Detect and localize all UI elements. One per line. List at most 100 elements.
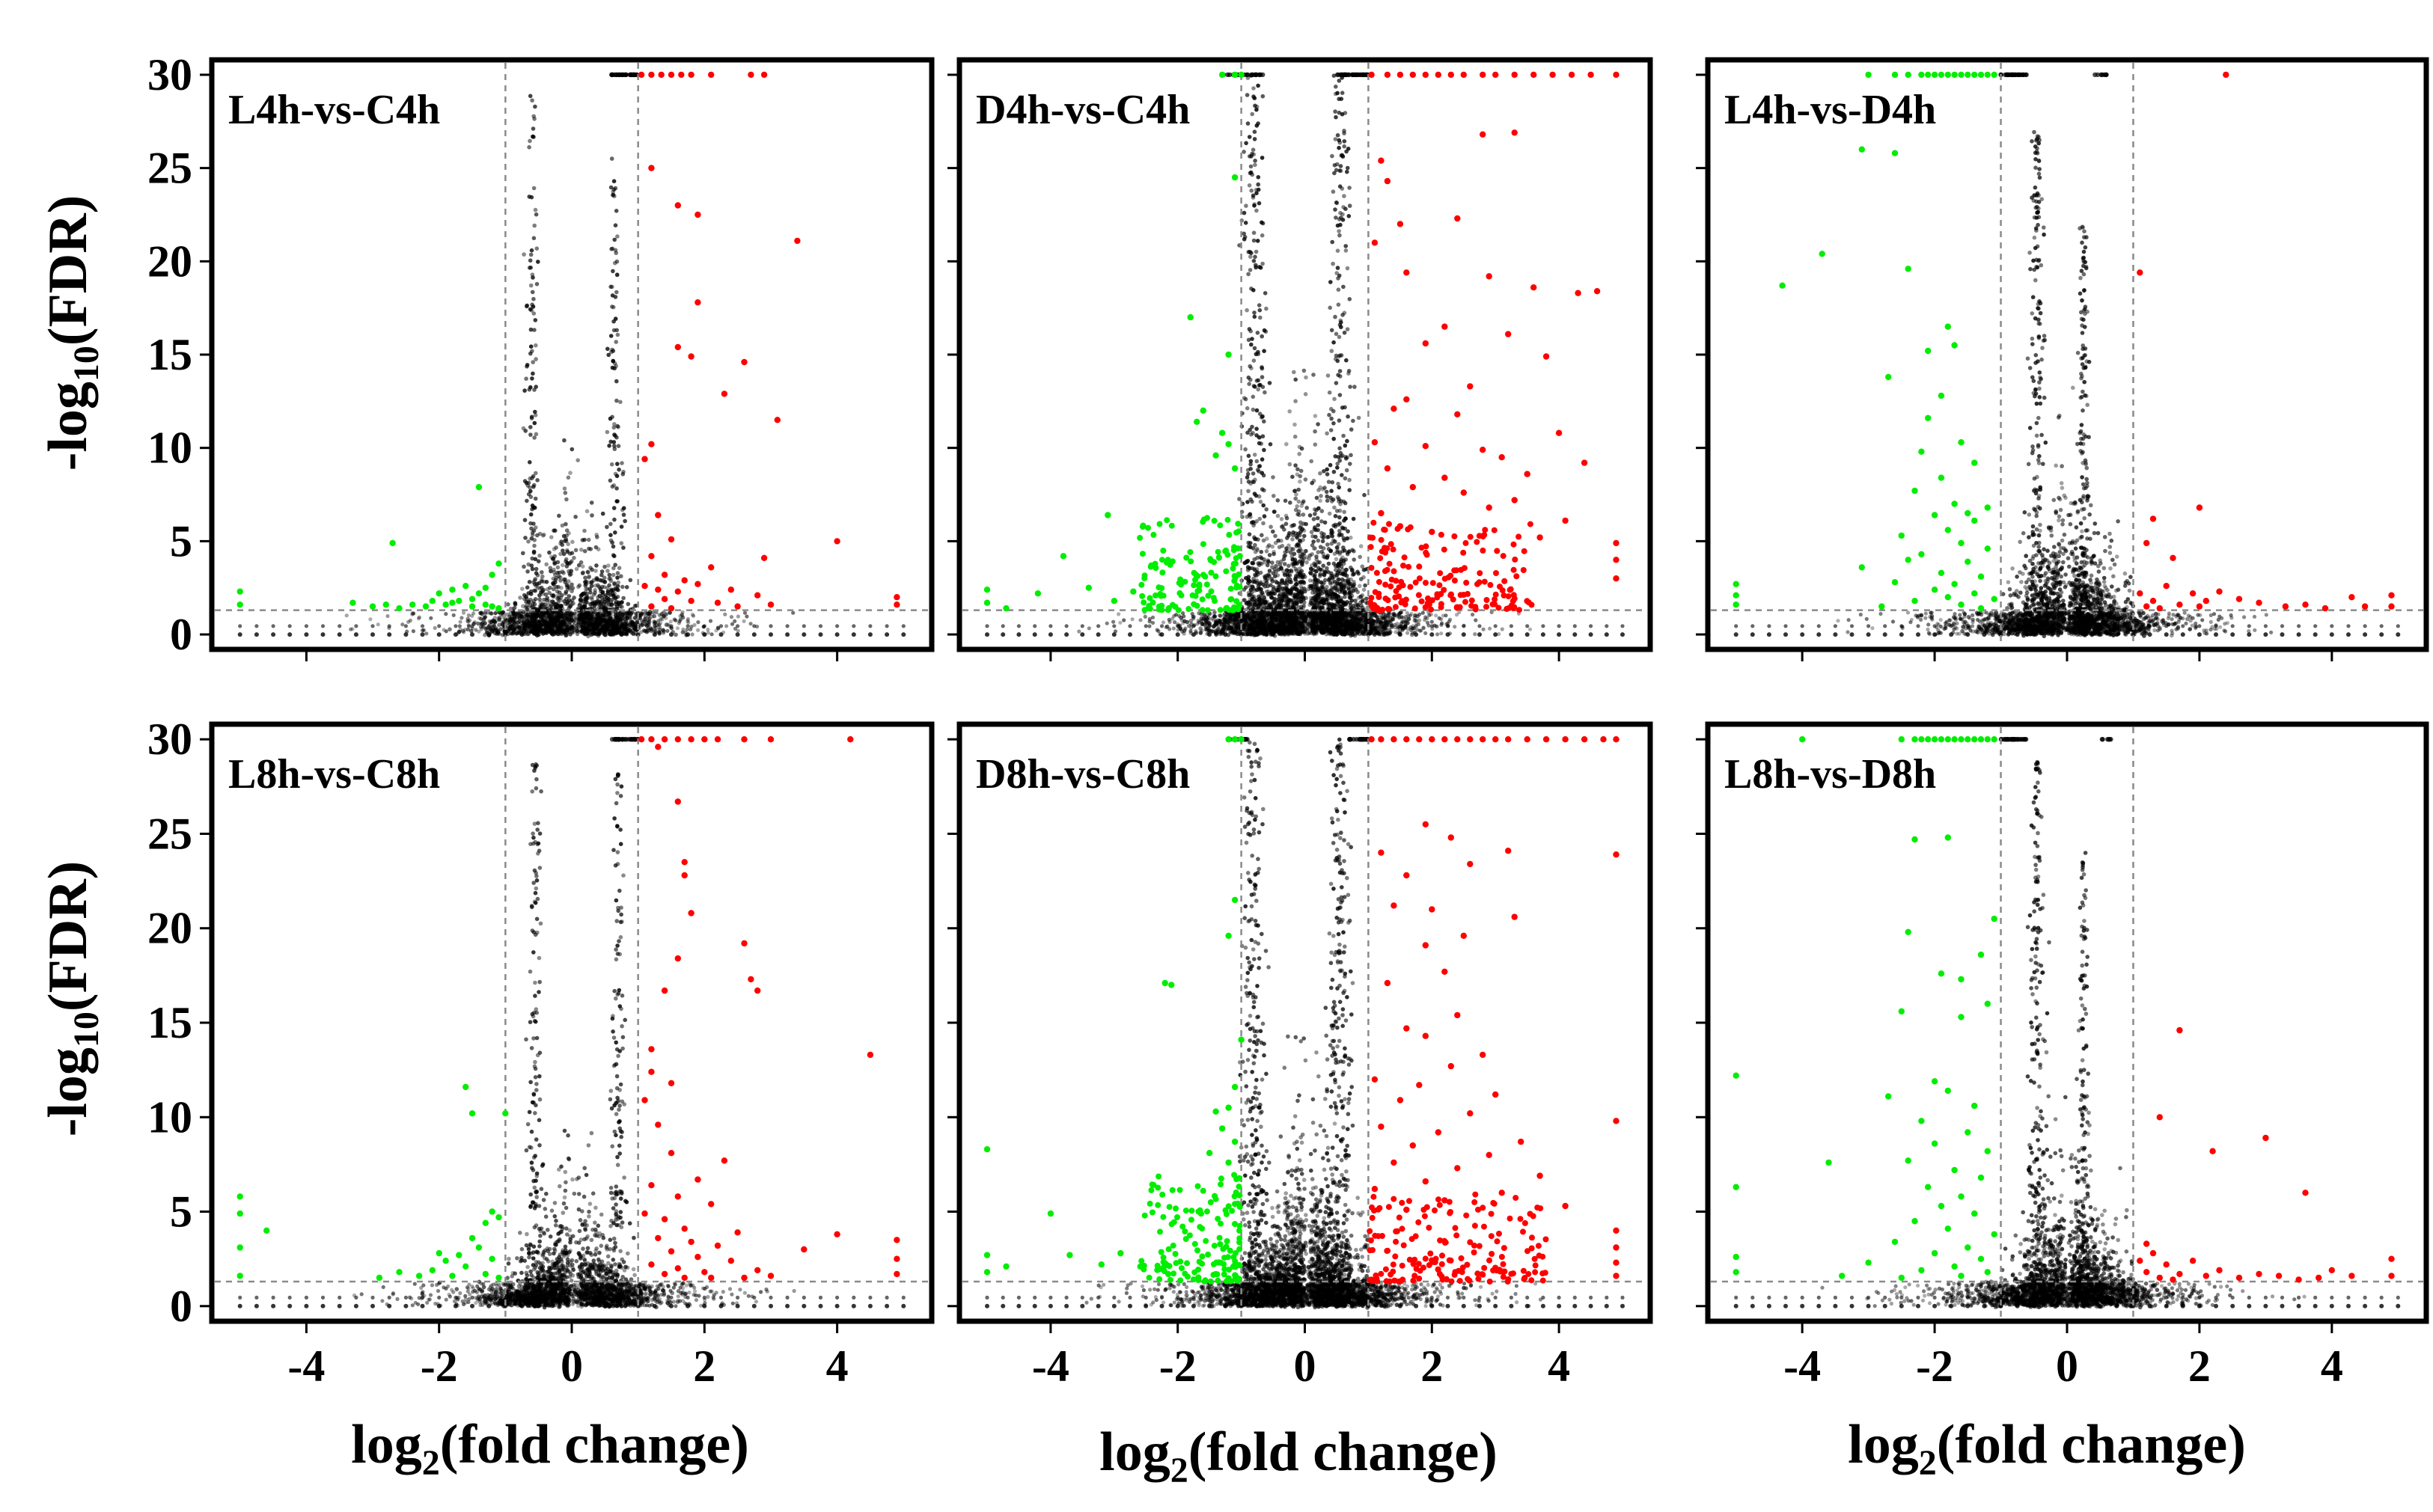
ns-point [537,597,542,602]
ns-point [568,471,573,475]
ns-point [1292,489,1297,494]
ns-point [453,632,458,637]
ns-point [556,584,561,590]
ns-point [708,619,713,623]
ns-point [1284,546,1289,551]
ns-point [1087,626,1091,631]
ns-point [1264,590,1269,594]
ns-point [560,593,564,598]
ns-point [742,610,748,615]
ns-point [477,616,482,620]
ns-point [1319,494,1323,498]
ns-point [1298,474,1302,479]
ns-point [1272,591,1277,596]
ns-point [1301,528,1307,533]
ns-point [533,318,538,322]
ns-point [287,632,293,637]
ns-point [650,614,655,619]
up-point [641,583,648,590]
ns-point [585,611,590,616]
ns-point [612,554,617,559]
ns-point [1293,463,1298,468]
ns-point [471,611,476,616]
ns-point [1275,513,1280,518]
ns-point [1271,529,1275,534]
ns-point [416,616,421,621]
ns-point [523,429,528,433]
ns-point [564,497,569,502]
ns-point [1316,587,1321,592]
ns-point [557,513,561,518]
ns-point [531,236,537,241]
ns-point [686,632,691,637]
ns-point [570,616,574,622]
ns-point [543,631,548,635]
ns-point [1321,563,1325,568]
ns-point [583,590,588,595]
ns-point [530,290,535,295]
ns-point [237,632,242,637]
ns-point [533,588,538,593]
ns-point [669,632,674,637]
down-point [468,596,476,602]
ns-point [608,521,613,527]
ns-point [616,72,621,78]
ns-point [621,596,626,601]
ns-point [567,571,572,576]
ns-point [608,334,614,338]
up-point [655,587,662,593]
up-point [678,71,685,79]
ns-point [561,548,565,553]
ns-point [567,531,571,536]
ns-point [1299,548,1304,553]
ns-point [1313,429,1317,434]
ns-point [1302,575,1307,579]
ns-point [1301,499,1306,504]
ns-point [550,557,555,561]
ns-point [1311,373,1316,377]
ns-point [1279,517,1284,521]
ns-point [522,518,528,522]
ns-point [590,626,595,631]
ns-point [1488,626,1492,631]
ns-point [420,624,425,628]
ns-point [608,284,613,290]
ns-point [532,543,537,548]
ns-point [474,628,478,632]
ns-point [1280,524,1284,529]
ns-point [1296,499,1301,504]
ns-point [1293,399,1298,403]
ns-point [1266,559,1271,564]
ns-point [461,610,466,615]
ns-point [1321,554,1326,559]
ns-point [577,603,581,607]
ns-point [528,592,534,596]
ns-point [576,622,580,627]
ns-point [657,630,662,634]
ns-point [254,624,259,628]
ns-point [547,550,552,555]
up-point [674,588,681,595]
ns-point [444,612,448,616]
ns-point [678,617,683,622]
ns-point [498,612,503,616]
ns-point [1283,498,1288,504]
ns-point [529,615,534,619]
ns-point [611,440,617,444]
up-point [727,587,734,593]
ns-point [1262,598,1267,602]
ns-point [589,584,594,588]
ns-point [709,632,714,637]
ns-point [533,409,537,414]
ns-point [1282,572,1287,576]
ns-point [466,613,471,618]
ns-point [451,613,456,617]
ns-point [522,564,526,569]
ns-point [608,478,613,483]
down-point [236,588,243,595]
ns-point [1286,563,1291,569]
ns-point [528,138,532,144]
ns-point [547,622,552,627]
ns-point [1314,554,1319,559]
ns-point [528,460,532,465]
